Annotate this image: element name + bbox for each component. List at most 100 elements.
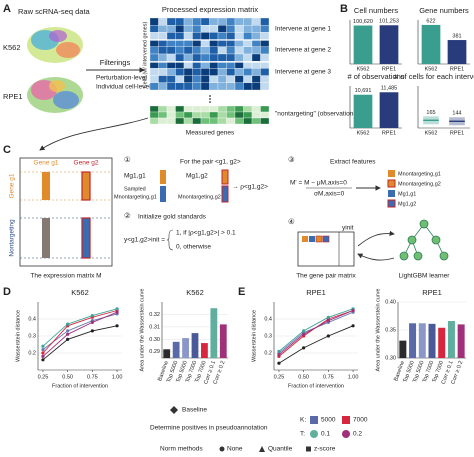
heat-cell [234, 53, 244, 62]
heat-cell [166, 17, 176, 26]
heat-cell [183, 82, 193, 91]
heat-cell [192, 17, 202, 26]
x-tick-label: 0.75 [323, 374, 334, 380]
label: Mg1,g1 [124, 173, 146, 180]
feature-bar [160, 170, 166, 184]
label: → ρ<g1,g2> [232, 184, 268, 191]
ellipsis [209, 95, 211, 97]
heat-cell [149, 53, 159, 62]
label: "nontargeting" (observational) [275, 111, 361, 118]
y-tick-label: 0.29 [149, 349, 160, 355]
label: The gene pair matrix [296, 273, 356, 280]
heat-cell [217, 46, 227, 55]
heat-cell [251, 32, 261, 40]
heat-cell [243, 17, 253, 26]
heat-cell [243, 53, 253, 62]
line [278, 310, 354, 357]
heat-cell [166, 75, 176, 83]
heat-cell [192, 39, 202, 47]
y-tick-label: 0.32 [149, 312, 160, 318]
label: yinit [342, 225, 354, 232]
heat-cell [175, 25, 185, 33]
heat-cell [209, 68, 219, 76]
umap-k562 [27, 27, 83, 63]
heat-cell [260, 25, 270, 33]
point [66, 322, 70, 326]
label: For the pair <g1, g2> [180, 159, 241, 166]
label: Sampled [124, 186, 146, 192]
chart-title: K562 [186, 288, 204, 297]
x-tick-label: K562 [425, 130, 438, 136]
cell [315, 235, 323, 243]
y-tick-label: 0.3 [264, 333, 272, 339]
legend-label: Quantile [268, 446, 293, 453]
axis [417, 86, 470, 129]
point [351, 308, 355, 313]
heat-cell [260, 117, 270, 125]
chart-title: Cell numbers [354, 6, 398, 15]
heat-cell [200, 82, 210, 91]
line [42, 325, 118, 361]
heat-cell [166, 117, 176, 125]
heat-cell [260, 105, 270, 113]
label: Mnontargeting,g1 [398, 171, 441, 177]
bar [191, 333, 199, 358]
label: Raw scRNA-seq data [18, 7, 91, 16]
heat-cell [251, 17, 261, 26]
label: Gene g1 [9, 173, 16, 198]
heat-cell [200, 105, 210, 113]
heat-cell [149, 39, 159, 47]
heat-cell [209, 75, 219, 83]
heat-cell [166, 68, 176, 76]
heat-cell [158, 75, 168, 83]
bar [428, 323, 436, 358]
heat-cell [149, 32, 159, 40]
bar [447, 40, 467, 64]
tree [399, 219, 449, 261]
heat-cell [200, 68, 210, 76]
heat-cell [226, 17, 236, 26]
label: Processed expression matrix [162, 5, 259, 14]
x-tick-label: 0.50 [298, 374, 309, 380]
y-tick-label: 0.30 [149, 337, 160, 343]
heat-cell [243, 105, 253, 113]
heat-cell [175, 75, 185, 83]
heat-cell [192, 53, 202, 62]
y-tick-label: 0.4 [28, 316, 36, 322]
label: K562 [3, 43, 21, 52]
feature-swatch [387, 199, 396, 208]
heat-cell [251, 53, 261, 62]
heat-cell [251, 117, 261, 125]
point [302, 332, 306, 336]
point [115, 310, 119, 314]
heat-cell [243, 75, 253, 83]
label: Gene g2 [74, 160, 99, 167]
heat-cell [149, 82, 159, 91]
heat-cell [175, 68, 185, 76]
y-axis-label: Area under the Wasserstein curve [375, 289, 381, 372]
x-tick-label: 1.00 [348, 374, 359, 380]
heat-cell [251, 46, 261, 55]
heat-cell [183, 117, 193, 125]
value-label: 10,691 [355, 88, 372, 94]
label: σM,axis=0 [314, 191, 345, 198]
heat-cell [209, 32, 219, 40]
point [115, 307, 119, 311]
arrow [357, 253, 395, 261]
label: RPE1 [3, 92, 23, 101]
heat-cell [234, 117, 244, 125]
bar [409, 323, 417, 358]
heat-cell [183, 53, 193, 62]
heat-cell [149, 111, 159, 119]
heat-cell [200, 75, 210, 83]
heat-cell [243, 68, 253, 76]
label: Cells (w/ intervened genes) [142, 22, 148, 89]
bar [399, 340, 407, 358]
heat-cell [260, 46, 270, 55]
heat-cell [200, 117, 210, 125]
panel-letter: D [3, 286, 11, 298]
heat-cell [260, 39, 270, 47]
heat-cell [243, 117, 253, 125]
legend-label: 0.2 [353, 431, 362, 438]
legend-label: T: [300, 431, 305, 438]
